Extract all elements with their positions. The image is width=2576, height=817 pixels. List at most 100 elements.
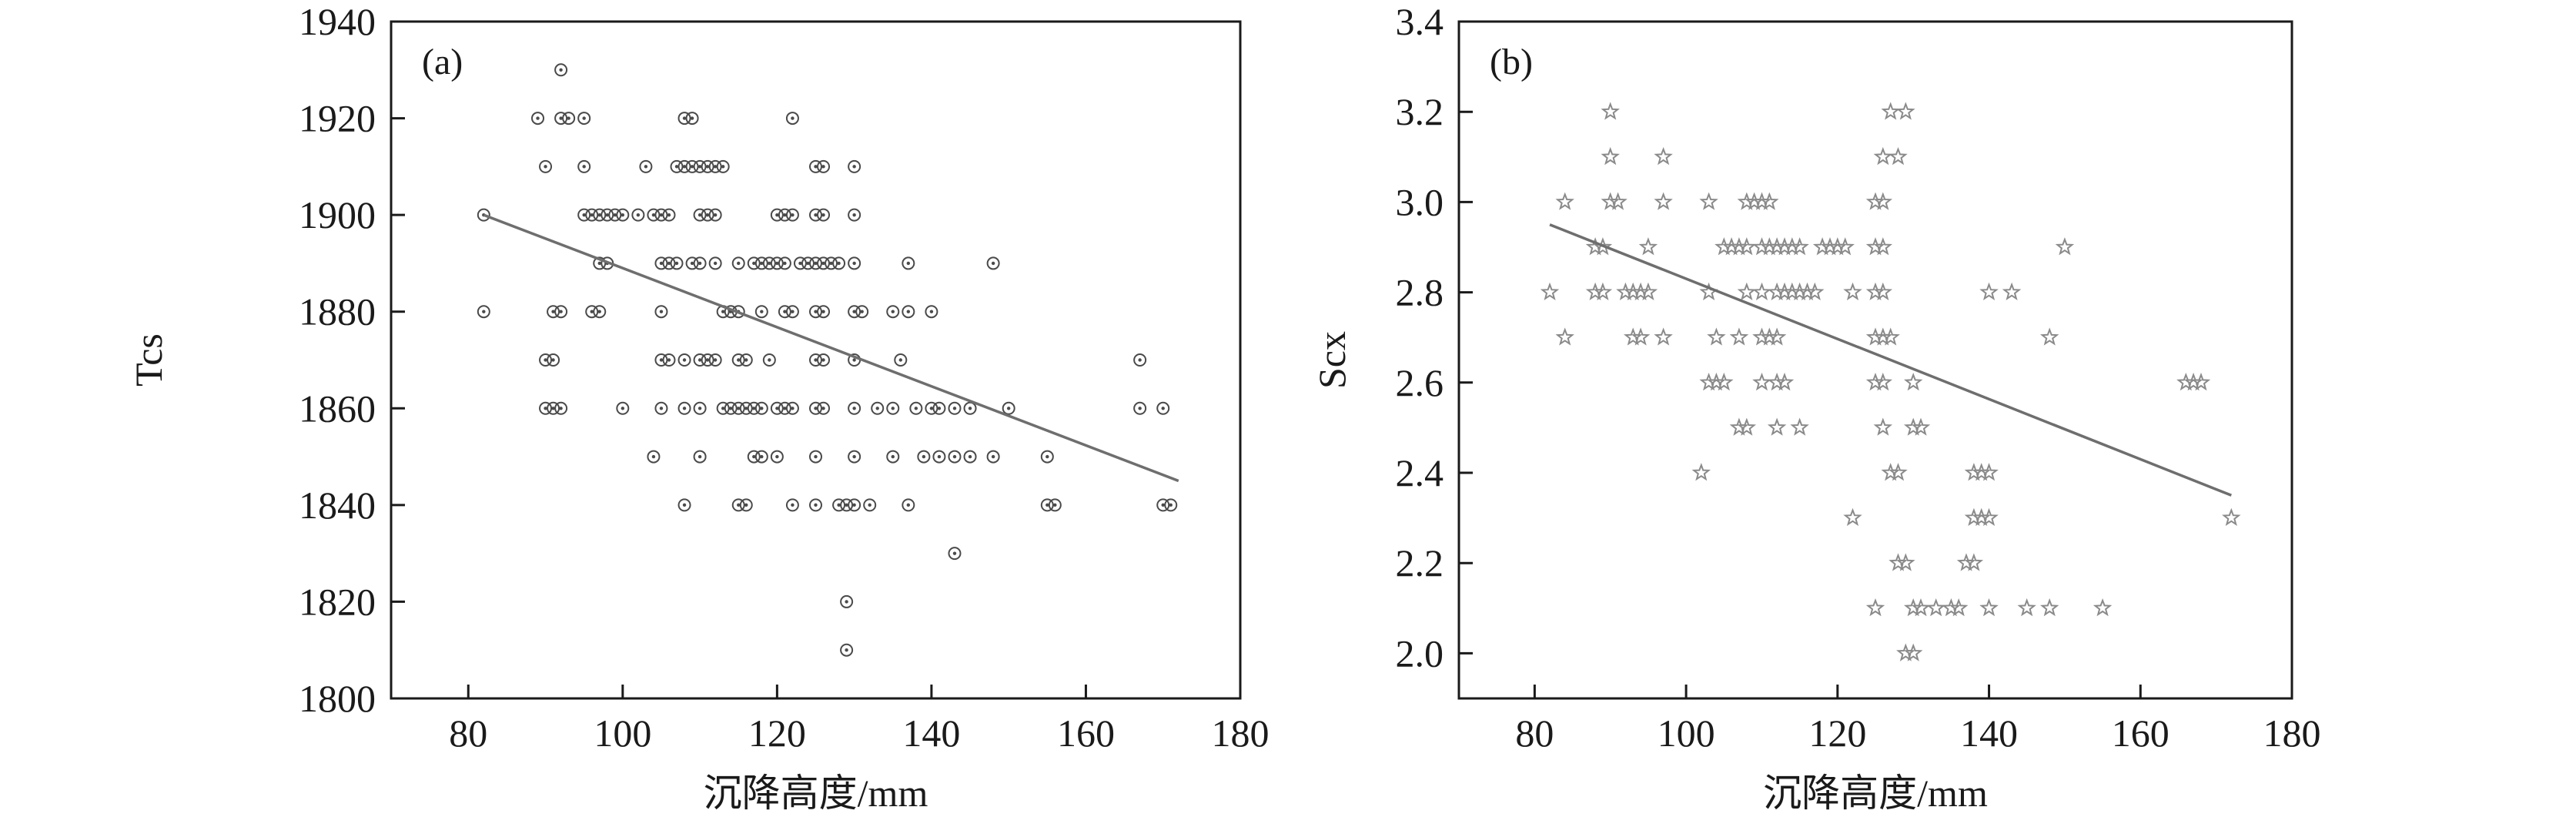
data-point-dot — [821, 165, 825, 169]
data-point-dot — [952, 551, 957, 555]
data-point-star — [1964, 553, 1984, 571]
y-axis-tick-label: 1860 — [299, 387, 376, 430]
data-point-star — [1911, 417, 1931, 436]
data-point-circle — [809, 401, 822, 415]
data-point-dot — [705, 165, 710, 169]
data-point-dot — [852, 407, 856, 410]
panel-b: 80 100 120 140 160 180 2.0 2.2 2.4 2.6 2.8 3.0 3.2 3.… — [1288, 0, 2576, 817]
data-point-dot — [651, 213, 656, 217]
data-point-circle — [477, 208, 490, 222]
data-point-dot — [922, 454, 926, 459]
data-point-dot — [682, 503, 687, 507]
data-point-star — [1805, 282, 1825, 301]
data-point-dot — [1053, 503, 1057, 507]
data-point-circle — [871, 401, 885, 415]
data-point-circle — [917, 450, 931, 464]
panel-a: 80 100 120 140 160 180 1800 1820 1840 1860 1880 190… — [127, 0, 1270, 815]
data-point-circle — [886, 450, 900, 464]
data-point-dot — [845, 648, 848, 652]
data-point-dot — [952, 454, 957, 459]
data-point-star — [1767, 327, 1787, 346]
data-point-star — [1752, 282, 1771, 301]
data-point-dot — [705, 213, 710, 217]
data-point-dot — [721, 310, 725, 313]
data-point-star — [2039, 598, 2059, 617]
data-point-circle — [770, 401, 784, 415]
data-point-circle — [817, 159, 831, 173]
data-point-circle — [531, 112, 545, 126]
data-point-circle — [932, 401, 946, 415]
data-point-circle — [894, 353, 908, 367]
data-point-circle — [848, 305, 861, 319]
data-point-circle — [708, 208, 722, 222]
data-point-star — [1729, 327, 1749, 346]
data-point-dot — [544, 165, 547, 169]
data-point-dot — [821, 407, 825, 410]
data-point-circle — [708, 159, 722, 173]
data-point-circle — [762, 256, 776, 270]
x-axis-tick-label: 100 — [594, 712, 651, 755]
y-axis-tick-label: 2.6 — [1396, 361, 1444, 404]
data-point-dot — [698, 165, 702, 169]
data-point-circle — [770, 208, 784, 222]
data-point-dot — [1045, 454, 1049, 459]
data-point-circle — [747, 401, 761, 415]
data-point-star — [2039, 327, 2059, 346]
y-axis-title: Scx — [1310, 331, 1353, 389]
data-point-circle — [670, 256, 684, 270]
data-point-dot — [845, 600, 848, 604]
data-point-circle — [670, 159, 684, 173]
data-point-circle — [639, 159, 653, 173]
data-point-circle — [593, 256, 607, 270]
data-point-circle — [817, 256, 831, 270]
data-point-circle — [848, 159, 861, 173]
data-point-star — [1601, 102, 1620, 120]
panel-label: (b) — [1490, 42, 1533, 82]
data-point-dot — [597, 213, 601, 217]
data-point-circle — [785, 112, 799, 126]
y-axis-tick-label: 2.2 — [1396, 541, 1444, 584]
data-point-circle — [754, 256, 768, 270]
data-point-star — [1752, 372, 1771, 391]
data-point-star — [1737, 417, 1757, 436]
data-point-circle — [1133, 401, 1147, 415]
data-point-star — [1926, 598, 1945, 617]
data-point-dot — [690, 116, 694, 120]
x-axis-tick-label: 180 — [1212, 712, 1270, 755]
data-point-star — [1843, 507, 1862, 527]
data-point-circle — [677, 353, 691, 367]
data-point-circle — [685, 159, 699, 173]
data-point-circle — [848, 256, 861, 270]
data-point-circle — [701, 208, 714, 222]
plot-border — [1457, 20, 2293, 700]
x-axis-tick-label: 160 — [2112, 712, 2170, 755]
data-point-circle — [677, 401, 691, 415]
data-point-dot — [783, 407, 787, 410]
data-point-star — [2093, 598, 2113, 617]
data-point-dot — [636, 213, 641, 217]
x-axis-tick-label: 140 — [1960, 712, 2018, 755]
data-point-dot — [937, 407, 942, 410]
data-point-dot — [559, 68, 563, 72]
data-point-circle — [647, 208, 661, 222]
data-point-circle — [785, 208, 799, 222]
data-point-dot — [929, 407, 934, 410]
data-point-dot — [659, 261, 664, 266]
data-point-dot — [713, 165, 718, 169]
data-point-circle — [886, 401, 900, 415]
panel-label: (a) — [422, 42, 463, 82]
data-point-circle — [840, 498, 854, 512]
data-point-star — [1638, 237, 1658, 256]
data-point-circle — [731, 498, 745, 512]
data-point-dot — [582, 213, 586, 217]
data-point-circle — [677, 159, 691, 173]
data-point-dot — [544, 358, 547, 362]
data-point-dot — [544, 407, 547, 410]
data-point-circle — [1156, 401, 1170, 415]
data-point-circle — [785, 401, 799, 415]
data-point-circle — [601, 208, 614, 222]
data-point-dot — [1161, 407, 1165, 410]
data-point-star — [1881, 327, 1900, 346]
data-point-circle — [754, 305, 768, 319]
data-point-circle — [848, 208, 861, 222]
